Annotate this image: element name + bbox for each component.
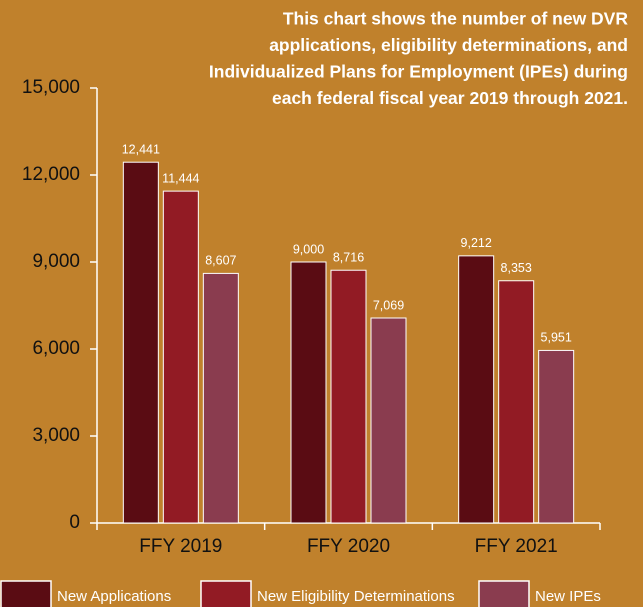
- value-label: 8,353: [501, 261, 532, 275]
- y-tick-label: 9,000: [32, 251, 80, 272]
- value-label: 8,607: [205, 254, 236, 268]
- bar: [122, 161, 159, 524]
- y-tick-label: 0: [69, 512, 80, 533]
- chart-title: each federal fiscal year 2019 through 20…: [272, 88, 628, 108]
- value-label: 9,212: [461, 236, 492, 250]
- y-tick-label: 6,000: [32, 338, 80, 359]
- bar: [330, 269, 367, 524]
- y-tick-label: 12,000: [22, 164, 80, 185]
- value-label: 8,716: [333, 251, 364, 265]
- bar: [498, 280, 535, 524]
- chart-title: applications, eligibility determinations…: [269, 35, 628, 55]
- bar: [202, 272, 239, 524]
- bar: [162, 190, 199, 524]
- value-label: 9,000: [293, 242, 324, 256]
- value-label: 12,441: [122, 143, 160, 157]
- y-tick-label: 3,000: [32, 425, 80, 446]
- value-label: 11,444: [162, 171, 199, 185]
- bar: [370, 317, 407, 524]
- legend-label: New Applications: [57, 588, 171, 605]
- x-tick-label: FFY 2020: [307, 536, 390, 557]
- legend-swatch: [478, 580, 530, 607]
- chart-title: Individualized Plans for Employment (IPE…: [209, 62, 628, 82]
- legend-swatch: [0, 580, 52, 607]
- bar: [538, 349, 575, 524]
- x-tick-label: FFY 2019: [139, 536, 222, 557]
- bar: [458, 255, 495, 524]
- legend-label: New IPEs: [535, 588, 601, 605]
- bar: [290, 261, 327, 524]
- value-label: 7,069: [373, 298, 404, 312]
- legend-label: New Eligibility Determinations: [257, 588, 455, 605]
- chart-title: This chart shows the number of new DVR: [283, 9, 629, 29]
- y-tick-label: 15,000: [22, 77, 80, 98]
- legend-swatch: [200, 580, 252, 607]
- x-tick-label: FFY 2021: [475, 536, 558, 557]
- value-label: 5,951: [541, 331, 572, 345]
